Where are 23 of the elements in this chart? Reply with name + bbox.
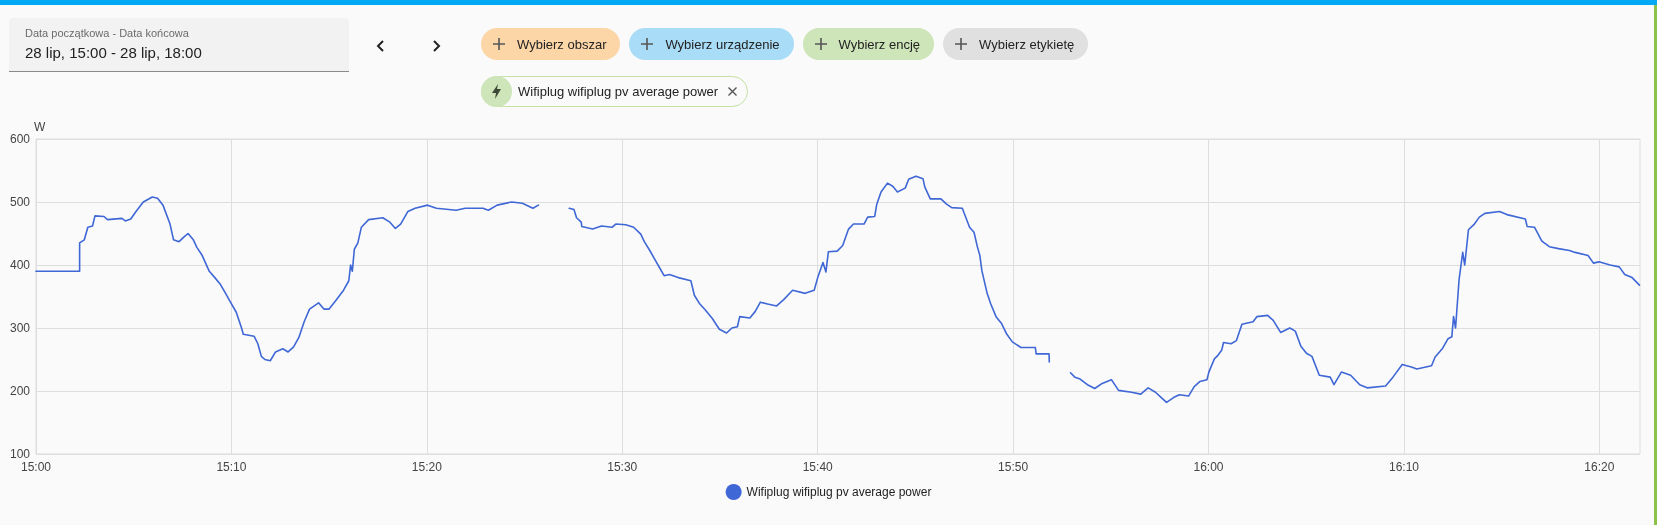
x-tick-label: 15:40 <box>802 460 834 474</box>
x-tick-label: 16:00 <box>1193 460 1224 474</box>
x-tick-label: 15:10 <box>216 460 247 474</box>
x-tick-label: 16:20 <box>1584 460 1615 474</box>
y-tick-label: 300 <box>9 321 31 335</box>
date-field: Data początkowa - Data końcowa 28 lip, 15:00 - 28 lip, 18:00 <box>9 18 349 72</box>
filter-chip: Wybierz etykietę <box>943 28 1089 60</box>
y-tick-label: 400 <box>9 258 31 272</box>
x-tick-label: 15:00 <box>20 460 52 474</box>
x-tick-label: 15:30 <box>607 460 638 474</box>
y-tick-label: 500 <box>9 195 31 209</box>
filter-chip: Wybierz encję <box>802 28 935 60</box>
filter-chip: Wybierz obszar <box>481 28 621 60</box>
y-tick-label: 100 <box>9 447 31 461</box>
x-tick-label: 16:10 <box>1388 460 1420 474</box>
x-tick-label: 15:50 <box>998 460 1029 474</box>
entity-chip: Wifiplug wifiplug pv average power <box>481 76 749 107</box>
x-tick-label: 15:20 <box>411 460 443 474</box>
y-tick-label: 600 <box>9 132 31 146</box>
y-axis-title: W <box>34 120 46 135</box>
filter-chip: Wybierz urządzenie <box>629 28 794 60</box>
y-tick-label: 200 <box>9 384 31 398</box>
legend-label: Wifiplug wifiplug pv average power <box>746 485 932 499</box>
